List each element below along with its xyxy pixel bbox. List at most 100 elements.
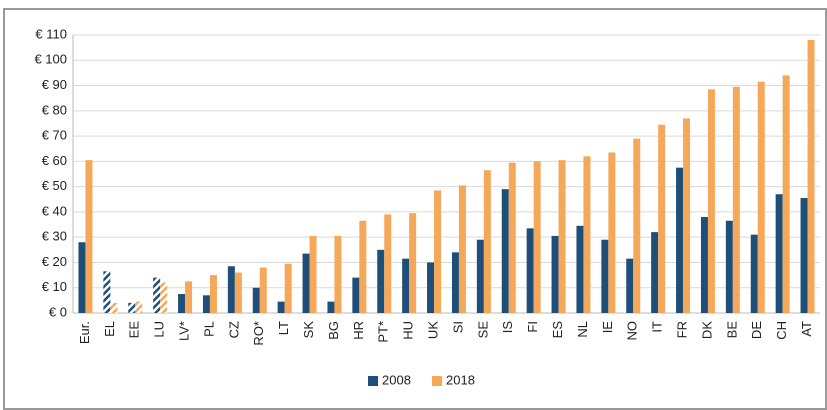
bar <box>501 189 509 313</box>
x-tick-label: DE <box>749 321 764 339</box>
y-tick-label: € 30 <box>42 229 67 244</box>
bar <box>576 225 584 313</box>
y-tick-label: € 60 <box>42 153 67 168</box>
x-tick-label: EL <box>102 321 117 337</box>
x-tick-label: IT <box>650 321 665 333</box>
x-tick-label: SK <box>301 321 316 339</box>
x-tick-label: CZ <box>226 321 241 338</box>
bar <box>700 216 708 313</box>
bar <box>434 190 442 313</box>
bar <box>284 263 292 313</box>
bar <box>601 239 609 313</box>
x-tick-label: LV* <box>176 321 191 341</box>
y-tick-label: € 40 <box>42 203 67 218</box>
bar <box>78 242 86 313</box>
bar <box>259 267 267 313</box>
bar <box>633 138 641 313</box>
legend-label: 2018 <box>446 372 475 387</box>
bar <box>676 167 684 313</box>
x-tick-label: IE <box>600 321 615 334</box>
bar <box>558 160 566 313</box>
bar <box>707 89 715 313</box>
y-tick-label: € 50 <box>42 178 67 193</box>
bar <box>757 81 765 313</box>
bar <box>334 235 342 313</box>
x-tick-label: HR <box>351 321 366 340</box>
bar <box>451 252 459 313</box>
frame <box>3 8 827 410</box>
bar <box>583 156 591 313</box>
x-tick-label: BE <box>724 321 739 339</box>
bar <box>377 249 385 313</box>
bar <box>476 239 484 313</box>
x-tick-label: CH <box>774 321 789 340</box>
y-tick-label: € 80 <box>42 102 67 117</box>
x-tick-label: LU <box>152 321 167 338</box>
bar <box>782 75 790 313</box>
bar <box>508 162 516 313</box>
x-tick-label: SI <box>450 321 465 333</box>
x-tick-label: Eur. <box>77 321 92 344</box>
bar <box>327 301 335 313</box>
bar <box>252 287 260 313</box>
legend-swatch <box>432 376 442 386</box>
bar <box>384 214 392 313</box>
bar <box>551 235 559 313</box>
bar <box>135 301 143 313</box>
bar <box>732 86 740 314</box>
bar <box>800 198 808 313</box>
bar <box>178 294 186 313</box>
bar <box>458 185 466 313</box>
bar <box>807 40 815 314</box>
x-tick-label: NL <box>575 321 590 338</box>
y-tick-label: € 90 <box>42 77 67 92</box>
bar <box>227 266 235 313</box>
x-tick-label: RO* <box>251 321 266 346</box>
bar <box>658 124 666 313</box>
bar <box>483 170 491 313</box>
x-tick-label: FI <box>525 321 540 333</box>
bar <box>352 277 360 313</box>
x-tick-label: FR <box>674 321 689 338</box>
bar <box>160 282 168 313</box>
bar <box>626 258 634 313</box>
x-tick-label: AT <box>799 321 814 337</box>
x-tick-label: IS <box>500 321 515 334</box>
bar <box>775 194 783 313</box>
bar <box>234 272 242 313</box>
bar <box>402 258 410 313</box>
y-tick-label: € 10 <box>42 279 67 294</box>
x-tick-label: UK <box>425 321 440 339</box>
x-tick-label: HU <box>401 321 416 340</box>
bar <box>185 281 193 313</box>
bar <box>750 234 758 313</box>
x-tick-label: ES <box>550 321 565 339</box>
y-tick-label: € 110 <box>35 26 67 41</box>
bar <box>526 228 534 313</box>
bar <box>409 213 417 313</box>
y-tick-label: € 70 <box>42 128 67 143</box>
bar <box>128 302 136 313</box>
x-tick-label: DK <box>699 321 714 339</box>
x-tick-label: BG <box>326 321 341 340</box>
x-tick-label: PT* <box>376 321 391 343</box>
bar <box>725 220 733 313</box>
bar <box>427 262 435 313</box>
x-tick-label: EE <box>127 321 142 339</box>
bar <box>209 275 217 313</box>
y-tick-label: € 0 <box>49 304 67 319</box>
bar <box>651 232 659 313</box>
x-tick-label: PL <box>201 321 216 337</box>
x-tick-label: NO <box>625 321 640 341</box>
bar <box>85 160 93 313</box>
x-tick-label: SE <box>475 321 490 339</box>
bar <box>110 302 118 313</box>
bar <box>608 152 616 313</box>
bar <box>103 271 111 313</box>
legend-swatch <box>368 376 378 386</box>
legend-label: 2008 <box>382 372 411 387</box>
bar <box>302 253 310 313</box>
bar <box>683 118 691 314</box>
bar <box>277 301 285 313</box>
